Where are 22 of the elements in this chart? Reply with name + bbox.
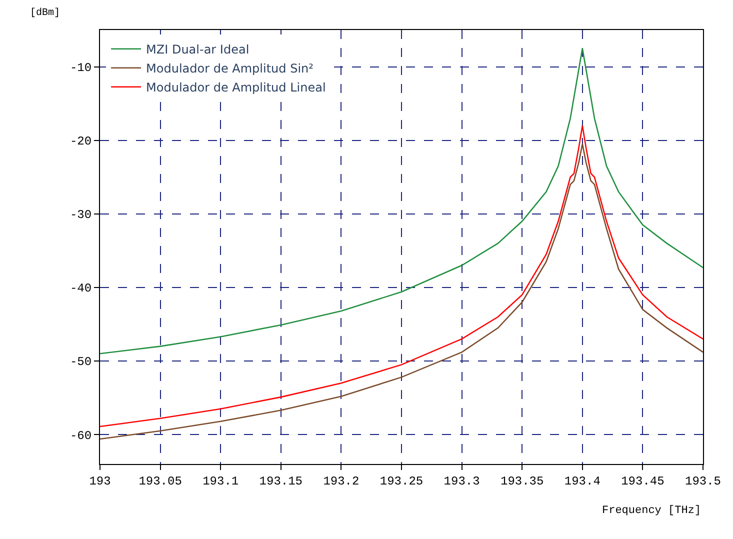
x-tick-label: 193.3 [444,474,480,488]
y-tick-label: -60 [70,428,92,443]
x-axis-title: Frequency [THz] [602,505,702,517]
x-tick-label: 193.35 [500,474,544,488]
x-tick-label: 193.1 [202,474,239,488]
legend-label: Modulador de Amplitud Sin² [146,62,314,76]
y-tick-label: -30 [70,208,92,222]
y-axis-title: [dBm] [30,7,60,19]
x-tick-label: 193.45 [621,474,664,488]
x-tick-label: 193.5 [684,474,722,488]
x-tick-label: 193.05 [138,474,182,488]
y-tick-label: -10 [70,60,92,75]
legend-label: Modulador de Amplitud Lineal [146,80,326,95]
x-tick-label: 193.15 [259,474,303,488]
x-tick-label: 193.4 [564,474,600,488]
legend-label: MZI Dual-ar Ideal [146,42,250,57]
y-tick-label: -50 [70,355,92,370]
y-tick-label: -20 [70,134,92,149]
y-tick-label: -40 [70,282,92,296]
x-tick-label: 193.25 [380,474,424,488]
x-tick-label: 193.2 [323,474,360,488]
x-tick-label: 193 [89,474,111,488]
